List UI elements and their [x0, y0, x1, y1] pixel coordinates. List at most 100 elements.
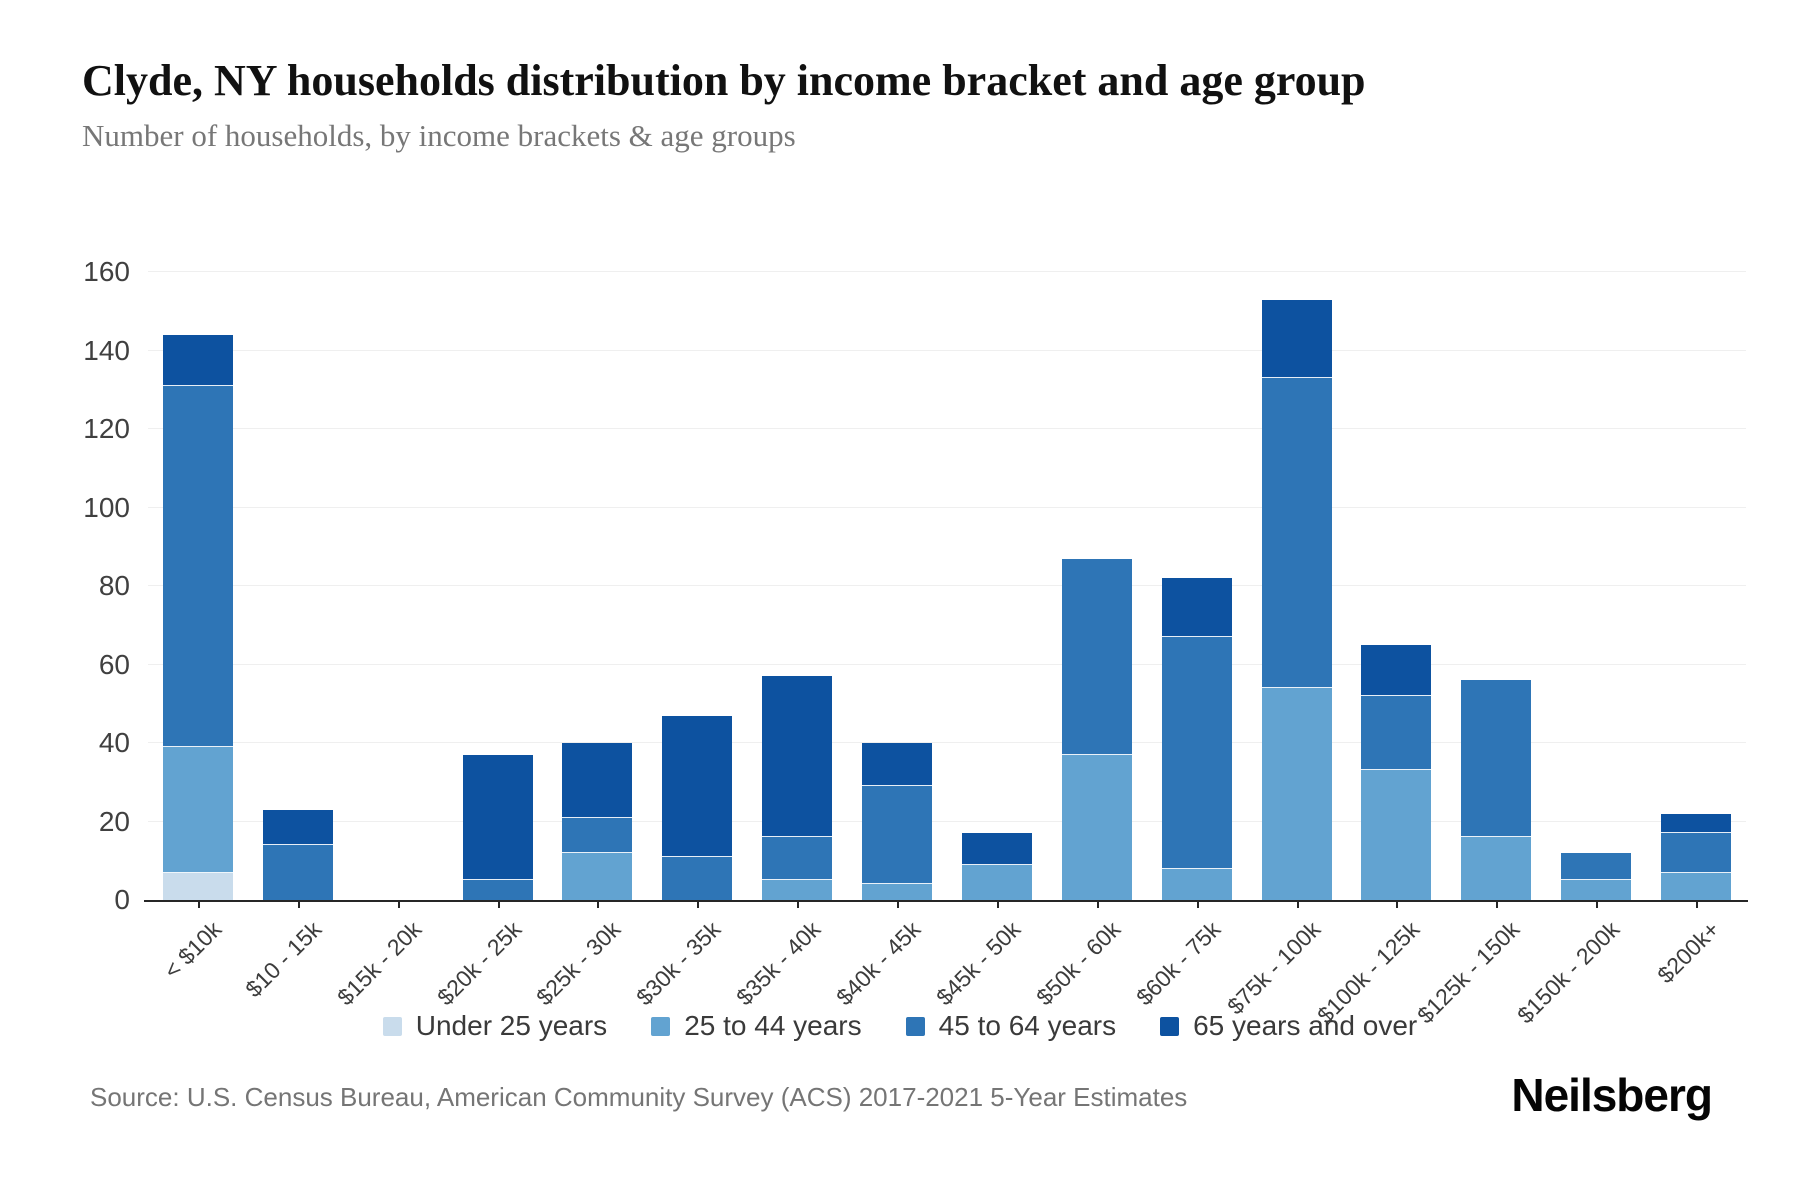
bar-segment[interactable] — [1561, 880, 1632, 900]
x-tick-label: $125k - 150k — [1412, 916, 1525, 1029]
axis-tick — [1696, 900, 1699, 908]
legend-swatch — [905, 1016, 925, 1036]
bar-segment[interactable] — [162, 872, 233, 900]
bar-segment[interactable] — [1161, 578, 1232, 638]
bar-segment[interactable] — [562, 743, 633, 818]
bar-segment[interactable] — [1361, 695, 1432, 771]
x-tick-label: $20k - 25k — [431, 916, 526, 1011]
bar-segment[interactable] — [1161, 868, 1232, 900]
bar-segment[interactable] — [462, 880, 533, 900]
bar-stack[interactable] — [662, 715, 733, 900]
bar-segment[interactable] — [961, 833, 1032, 865]
x-tick-label: $50k - 60k — [1030, 916, 1126, 1011]
bar-stack[interactable] — [1561, 852, 1632, 900]
axis-tick — [397, 900, 400, 908]
legend-label: 25 to 44 years — [684, 1010, 862, 1041]
bar-segment[interactable] — [662, 856, 733, 900]
page-title: Clyde, NY households distribution by inc… — [82, 56, 1366, 105]
grid-line — [148, 271, 1746, 272]
bar-segment[interactable] — [162, 385, 233, 747]
x-tick-label: $200k+ — [1652, 916, 1725, 989]
bar-segment[interactable] — [1261, 378, 1332, 689]
bar-stack[interactable] — [162, 334, 233, 900]
legend-swatch — [1160, 1016, 1180, 1036]
bar-segment[interactable] — [862, 786, 933, 885]
axis-tick — [996, 900, 999, 908]
bar-stack[interactable] — [762, 676, 833, 900]
y-tick-label: 160 — [83, 256, 130, 287]
bar-segment[interactable] — [1261, 688, 1332, 900]
axis-tick — [1596, 900, 1599, 908]
bar-segment[interactable] — [1561, 852, 1632, 881]
x-axis-line — [144, 900, 1748, 902]
bar-segment[interactable] — [961, 864, 1032, 900]
axis-tick — [1096, 900, 1099, 908]
axis-tick — [1196, 900, 1199, 908]
bar-segment[interactable] — [1661, 813, 1732, 834]
axis-tick — [597, 900, 600, 908]
bar-segment[interactable] — [1361, 644, 1432, 696]
y-tick-label: 80 — [98, 570, 130, 601]
bar-stack[interactable] — [262, 809, 333, 900]
bar-segment[interactable] — [262, 845, 333, 900]
axis-tick — [1496, 900, 1499, 908]
bar-segment[interactable] — [1461, 680, 1532, 838]
grid-line — [148, 820, 1746, 822]
bar-segment[interactable] — [462, 754, 533, 881]
legend-item[interactable]: 65 years and over — [1160, 1010, 1417, 1042]
x-tick-label: $35k - 40k — [731, 916, 826, 1011]
bar-segment[interactable] — [762, 676, 833, 838]
bar-stack[interactable] — [862, 743, 933, 900]
x-tick-label: $100k - 125k — [1312, 916, 1425, 1029]
x-tick-label: $60k - 75k — [1130, 916, 1226, 1011]
bar-segment[interactable] — [1661, 872, 1732, 900]
bar-stack[interactable] — [462, 754, 533, 900]
bar-segment[interactable] — [1661, 833, 1732, 873]
page-subtitle: Number of households, by income brackets… — [82, 118, 796, 153]
bar-segment[interactable] — [1061, 754, 1132, 900]
x-tick-label: $45k - 50k — [930, 916, 1026, 1011]
axis-tick — [1396, 900, 1399, 908]
bar-segment[interactable] — [262, 809, 333, 846]
bar-segment[interactable] — [162, 334, 233, 386]
grid-line — [148, 663, 1746, 665]
bar-stack[interactable] — [1361, 644, 1432, 900]
legend-item[interactable]: Under 25 years — [382, 1010, 607, 1042]
legend-item[interactable]: 25 to 44 years — [651, 1010, 862, 1042]
bar-segment[interactable] — [562, 817, 633, 853]
legend-label: 65 years and over — [1193, 1010, 1418, 1041]
bar-segment[interactable] — [662, 715, 733, 857]
bar-segment[interactable] — [862, 743, 933, 787]
bar-stack[interactable] — [1461, 680, 1532, 900]
bar-stack[interactable] — [562, 743, 633, 900]
y-tick-label: 140 — [83, 334, 130, 366]
neilsberg-logo[interactable]: Neilsberg — [1511, 1069, 1713, 1121]
bar-segment[interactable] — [1361, 770, 1432, 900]
axis-tick — [497, 900, 500, 908]
bar-segment[interactable] — [1461, 837, 1532, 900]
bar-segment[interactable] — [762, 837, 833, 881]
bar-segment[interactable] — [762, 880, 833, 900]
plot-area: < $10k $10 - 15k $15k - 20k $20k - 25k $25k … — [144, 271, 1748, 1028]
bar-segment[interactable] — [1261, 299, 1332, 378]
bar-segment[interactable] — [862, 884, 933, 900]
bar-stack[interactable] — [1261, 299, 1332, 900]
x-tick-label: $150k - 200k — [1512, 916, 1625, 1029]
bar-stack[interactable] — [1161, 578, 1232, 900]
bar-stack[interactable] — [961, 833, 1032, 900]
bar-stack[interactable] — [1661, 813, 1732, 900]
bar-segment[interactable] — [562, 852, 633, 900]
bar-segment[interactable] — [1161, 637, 1232, 869]
source-note: Source: U.S. Census Bureau, American Com… — [90, 1082, 1188, 1112]
legend-swatch — [382, 1016, 402, 1036]
legend-swatch — [651, 1016, 671, 1036]
x-tick-label: $15k - 20k — [331, 916, 427, 1011]
bar-segment[interactable] — [162, 746, 233, 873]
grid-line — [148, 585, 1746, 586]
bar-stack[interactable] — [1061, 558, 1132, 900]
axis-tick — [897, 900, 900, 908]
bar-segment[interactable] — [1061, 558, 1132, 755]
axis-tick — [697, 900, 700, 908]
legend-item[interactable]: 45 to 64 years — [905, 1010, 1116, 1042]
